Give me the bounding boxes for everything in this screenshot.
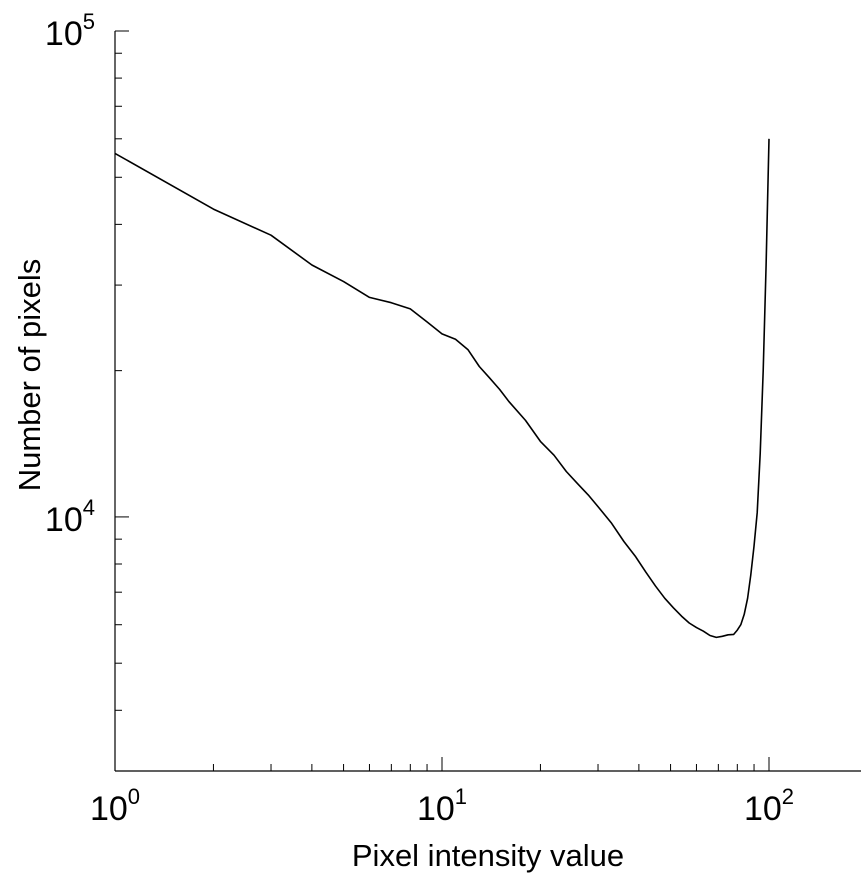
x-tick-label: 102 [744, 784, 794, 828]
tick-labels: 100 101 102 104 105 [45, 9, 794, 828]
y-tick-label: 105 [45, 9, 95, 53]
axis-ticks [114, 30, 770, 772]
y-axis-label: Number of pixels [12, 259, 47, 492]
series-line [114, 138, 770, 639]
x-tick-label: 101 [417, 784, 467, 828]
x-axis-label: Pixel intensity value [352, 838, 624, 873]
x-tick-label: 100 [90, 784, 140, 828]
y-tick-label: 104 [45, 495, 95, 539]
plot-frame [114, 31, 861, 772]
